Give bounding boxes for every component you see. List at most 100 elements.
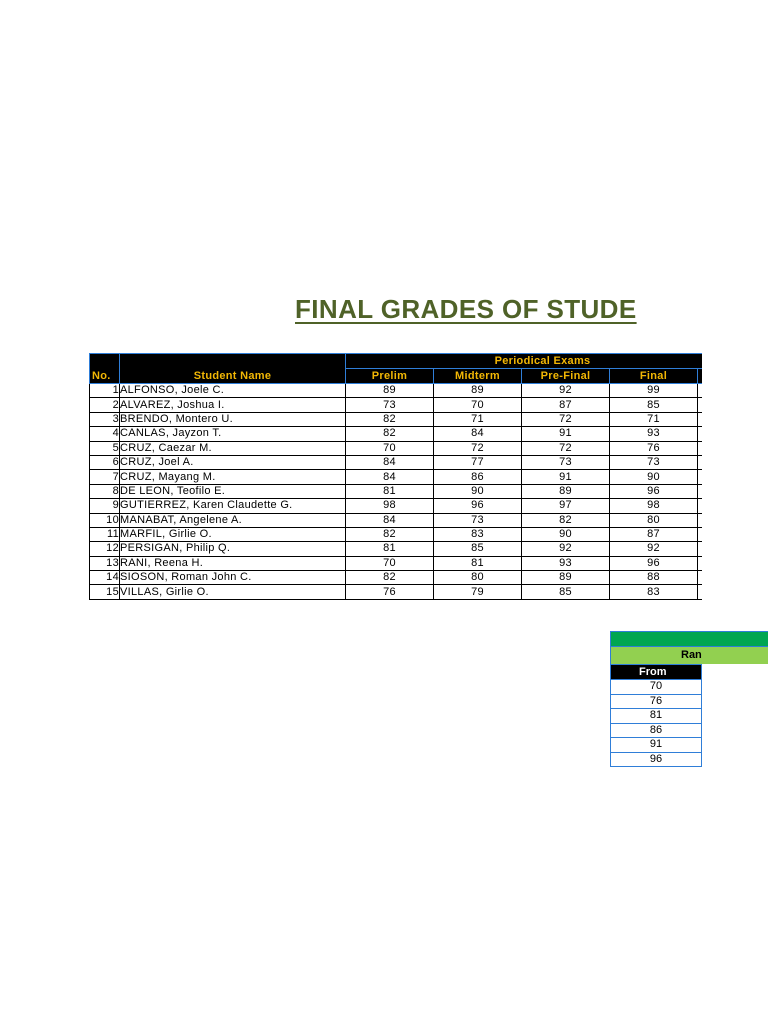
cell-midterm[interactable]: 84 — [433, 426, 522, 442]
cell-pre-final[interactable]: 73 — [521, 454, 610, 471]
cell-overflow[interactable] — [696, 526, 702, 543]
cell-student-name[interactable]: BRENDO, Montero U. — [119, 411, 346, 428]
cell-overflow[interactable] — [696, 440, 702, 456]
cell-student-name[interactable]: MANABAT, Angelene A. — [119, 512, 346, 528]
cell-pre-final[interactable]: 85 — [521, 584, 610, 600]
cell-prelim[interactable]: 70 — [345, 440, 434, 456]
cell-overflow[interactable] — [696, 512, 702, 528]
column-header-final[interactable]: Final — [609, 368, 698, 384]
cell-pre-final[interactable]: 92 — [521, 541, 610, 557]
column-header-periodical-exams[interactable]: Periodical Exams — [344, 353, 702, 369]
cell-pre-final[interactable]: 72 — [521, 440, 610, 456]
cell-final[interactable]: 90 — [609, 469, 698, 485]
cell-pre-final[interactable]: 91 — [521, 426, 610, 442]
cell-overflow[interactable] — [696, 454, 702, 471]
cell-pre-final[interactable]: 87 — [521, 397, 610, 413]
cell-midterm[interactable]: 89 — [433, 382, 522, 399]
cell-prelim[interactable]: 81 — [345, 541, 434, 557]
cell-final[interactable]: 87 — [609, 526, 698, 543]
cell-final[interactable]: 83 — [609, 584, 698, 600]
cell-prelim[interactable]: 84 — [345, 469, 434, 485]
cell-midterm[interactable]: 72 — [433, 440, 522, 456]
cell-midterm[interactable]: 70 — [433, 397, 522, 413]
cell-final[interactable]: 88 — [609, 570, 698, 586]
cell-midterm[interactable]: 79 — [433, 584, 522, 600]
cell-final[interactable]: 85 — [609, 397, 698, 413]
column-header-student-name[interactable]: Student Name — [119, 353, 346, 384]
cell-prelim[interactable]: 70 — [345, 555, 434, 572]
cell-prelim[interactable]: 73 — [345, 397, 434, 413]
cell-from[interactable]: 96 — [610, 751, 702, 767]
cell-student-name[interactable]: VILLAS, Girlie O. — [119, 584, 346, 600]
column-header-pre-final[interactable]: Pre-Final — [521, 368, 610, 384]
cell-overflow[interactable] — [696, 555, 702, 572]
cell-pre-final[interactable]: 82 — [521, 512, 610, 528]
cell-pre-final[interactable]: 93 — [521, 555, 610, 572]
cell-prelim[interactable]: 82 — [345, 526, 434, 543]
cell-final[interactable]: 71 — [609, 411, 698, 428]
column-header-from[interactable]: From — [610, 664, 702, 680]
cell-pre-final[interactable]: 97 — [521, 498, 610, 514]
cell-overflow[interactable] — [696, 498, 702, 514]
cell-overflow[interactable] — [696, 397, 702, 413]
cell-from[interactable]: 70 — [610, 679, 702, 695]
cell-prelim[interactable]: 82 — [345, 426, 434, 442]
cell-final[interactable]: 98 — [609, 498, 698, 514]
cell-midterm[interactable]: 96 — [433, 498, 522, 514]
cell-midterm[interactable]: 80 — [433, 570, 522, 586]
cell-from[interactable]: 81 — [610, 708, 702, 724]
cell-no[interactable]: 15 — [89, 584, 120, 600]
cell-no[interactable]: 3 — [89, 411, 120, 428]
cell-no[interactable]: 9 — [89, 498, 120, 514]
cell-pre-final[interactable]: 90 — [521, 526, 610, 543]
cell-final[interactable]: 76 — [609, 440, 698, 456]
cell-pre-final[interactable]: 91 — [521, 469, 610, 485]
cell-no[interactable]: 8 — [89, 483, 120, 500]
cell-student-name[interactable]: RANI, Reena H. — [119, 555, 346, 572]
cell-student-name[interactable]: CRUZ, Joel A. — [119, 454, 346, 471]
cell-pre-final[interactable]: 89 — [521, 483, 610, 500]
cell-student-name[interactable]: PERSIGAN, Philip Q. — [119, 541, 346, 557]
cell-prelim[interactable]: 84 — [345, 454, 434, 471]
cell-midterm[interactable]: 83 — [433, 526, 522, 543]
cell-prelim[interactable]: 82 — [345, 570, 434, 586]
cell-from[interactable]: 91 — [610, 737, 702, 753]
cell-pre-final[interactable]: 92 — [521, 382, 610, 399]
cell-from[interactable]: 76 — [610, 693, 702, 709]
cell-midterm[interactable]: 86 — [433, 469, 522, 485]
cell-final[interactable]: 96 — [609, 483, 698, 500]
cell-student-name[interactable]: GUTIERREZ, Karen Claudette G. — [119, 498, 346, 514]
column-header-prelim[interactable]: Prelim — [345, 368, 434, 384]
cell-final[interactable]: 80 — [609, 512, 698, 528]
cell-midterm[interactable]: 85 — [433, 541, 522, 557]
cell-no[interactable]: 11 — [89, 526, 120, 543]
cell-student-name[interactable]: CRUZ, Caezar M. — [119, 440, 346, 456]
cell-student-name[interactable]: CANLAS, Jayzon T. — [119, 426, 346, 442]
cell-overflow[interactable] — [696, 382, 702, 399]
cell-midterm[interactable]: 71 — [433, 411, 522, 428]
cell-no[interactable]: 6 — [89, 454, 120, 471]
cell-final[interactable]: 93 — [609, 426, 698, 442]
cell-no[interactable]: 2 — [89, 397, 120, 413]
cell-no[interactable]: 1 — [89, 382, 120, 399]
cell-prelim[interactable]: 82 — [345, 411, 434, 428]
cell-overflow[interactable] — [696, 426, 702, 442]
cell-midterm[interactable]: 81 — [433, 555, 522, 572]
cell-final[interactable]: 96 — [609, 555, 698, 572]
cell-overflow[interactable] — [696, 411, 702, 428]
column-header-midterm[interactable]: Midterm — [433, 368, 522, 384]
cell-student-name[interactable]: ALVAREZ, Joshua I. — [119, 397, 346, 413]
cell-pre-final[interactable]: 89 — [521, 570, 610, 586]
cell-no[interactable]: 7 — [89, 469, 120, 485]
cell-student-name[interactable]: SIOSON, Roman John C. — [119, 570, 346, 586]
cell-no[interactable]: 14 — [89, 570, 120, 586]
cell-overflow[interactable] — [696, 570, 702, 586]
cell-prelim[interactable]: 98 — [345, 498, 434, 514]
cell-overflow[interactable] — [696, 483, 702, 500]
cell-pre-final[interactable]: 72 — [521, 411, 610, 428]
cell-prelim[interactable]: 81 — [345, 483, 434, 500]
cell-final[interactable]: 73 — [609, 454, 698, 471]
cell-no[interactable]: 10 — [89, 512, 120, 528]
column-header-no[interactable]: No. — [89, 353, 120, 384]
cell-final[interactable]: 92 — [609, 541, 698, 557]
